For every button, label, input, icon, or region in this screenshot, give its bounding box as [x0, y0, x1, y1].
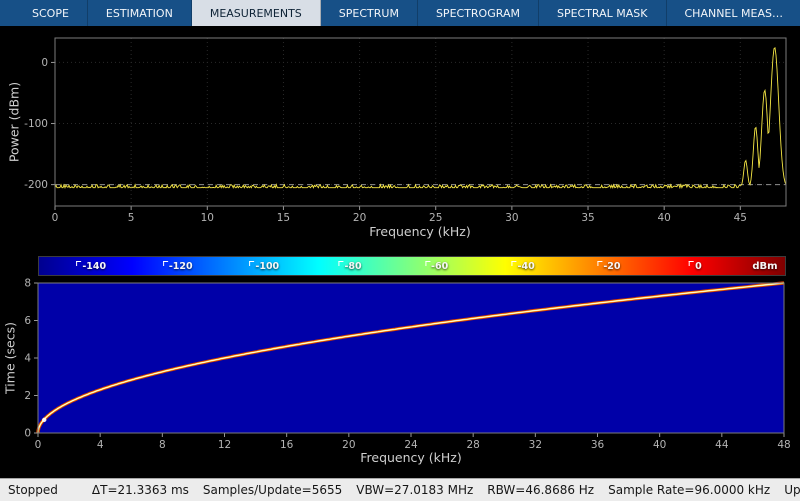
svg-text:-100: -100 [24, 118, 48, 130]
svg-text:8: 8 [24, 278, 31, 290]
toolbar: SCOPE ESTIMATION MEASUREMENTS SPECTRUM S… [0, 0, 800, 26]
tab-spectral-mask[interactable]: SPECTRAL MASK [539, 0, 667, 26]
svg-text:44: 44 [715, 439, 729, 451]
svg-text:20: 20 [342, 439, 355, 451]
svg-text:0: 0 [24, 428, 31, 440]
status-stats: ΔT=21.3363 ms Samples/Update=5655 VBW=27… [92, 483, 800, 497]
status-state: Stopped [8, 483, 58, 497]
svg-text:48: 48 [777, 439, 790, 451]
status-updates: Updates=135 [784, 483, 800, 497]
spectrum-plot[interactable]: 0 5 10 15 20 25 30 35 40 45 0 -100 -200 [0, 26, 800, 248]
svg-text:0: 0 [35, 439, 42, 451]
svg-text:5: 5 [128, 212, 135, 224]
svg-text:4: 4 [24, 353, 31, 365]
tab-scope[interactable]: SCOPE [14, 0, 88, 26]
svg-text:4: 4 [97, 439, 104, 451]
spectrogram-xlabel: Frequency (kHz) [360, 450, 462, 465]
spectrum-xlabel: Frequency (kHz) [369, 224, 471, 239]
tab-estimation[interactable]: ESTIMATION [88, 0, 192, 26]
status-sample-rate: Sample Rate=96.0000 kHz [608, 483, 770, 497]
svg-text:8: 8 [159, 439, 166, 451]
svg-text:0: 0 [52, 212, 59, 224]
svg-text:36: 36 [591, 439, 605, 451]
tab-spectrogram[interactable]: SPECTROGRAM [418, 0, 539, 26]
svg-text:0: 0 [41, 57, 48, 69]
svg-text:-200: -200 [24, 179, 48, 191]
svg-text:25: 25 [429, 212, 442, 224]
svg-text:16: 16 [280, 439, 294, 451]
svg-text:40: 40 [653, 439, 666, 451]
svg-text:32: 32 [529, 439, 542, 451]
svg-text:28: 28 [466, 439, 479, 451]
spectrogram-ylabel: Time (secs) [3, 322, 18, 394]
status-samples-per-update: Samples/Update=5655 [203, 483, 342, 497]
spectrum-ylabel: Power (dBm) [7, 82, 22, 162]
status-vbw: VBW=27.0183 MHz [356, 483, 473, 497]
svg-text:45: 45 [734, 212, 747, 224]
status-rbw: RBW=46.8686 Hz [487, 483, 594, 497]
status-delta-t: ΔT=21.3363 ms [92, 483, 189, 497]
tab-channel-measurements[interactable]: CHANNEL MEAS… [667, 0, 800, 26]
tab-spectrum[interactable]: SPECTRUM [321, 0, 418, 26]
tab-measurements[interactable]: MEASUREMENTS [192, 0, 321, 26]
svg-text:20: 20 [353, 212, 366, 224]
svg-text:35: 35 [581, 212, 594, 224]
status-bar: Stopped ΔT=21.3363 ms Samples/Update=565… [0, 478, 800, 501]
svg-text:15: 15 [277, 212, 290, 224]
svg-text:6: 6 [24, 315, 31, 327]
svg-text:12: 12 [218, 439, 231, 451]
svg-text:2: 2 [24, 390, 31, 402]
svg-text:40: 40 [657, 212, 670, 224]
svg-text:10: 10 [201, 212, 214, 224]
svg-text:30: 30 [505, 212, 518, 224]
